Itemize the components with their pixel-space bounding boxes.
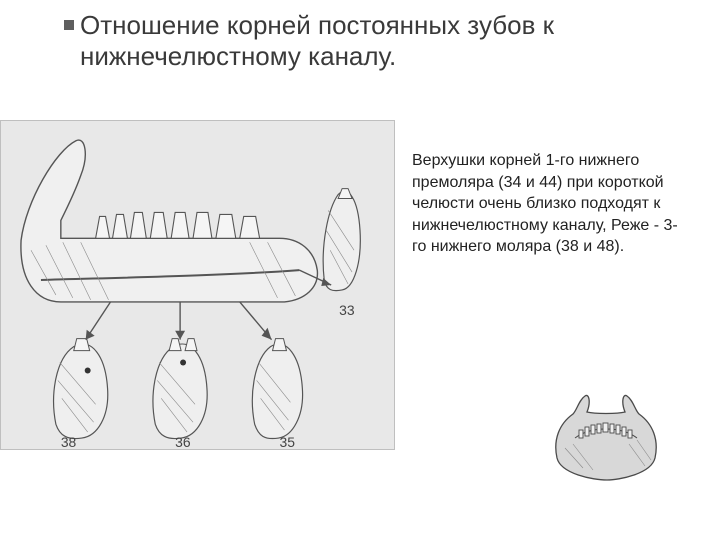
- title-block: Отношение корней постоянных зубов к нижн…: [80, 10, 650, 72]
- section-label-38: 38: [61, 434, 77, 449]
- body-text: Верхушки корней 1-го нижнего премоляра (…: [412, 150, 692, 258]
- mandible-thumbnail: [545, 390, 665, 485]
- section-label-35: 35: [280, 434, 296, 449]
- title-bullet-marker: [64, 20, 74, 30]
- mandible-diagram-svg: 33 38: [1, 121, 394, 449]
- mandible-thumbnail-svg: [545, 390, 665, 485]
- slide-title: Отношение корней постоянных зубов к нижн…: [80, 10, 650, 72]
- section-label-36: 36: [175, 434, 191, 449]
- section-label-33: 33: [339, 302, 355, 318]
- mandible-diagram: 33 38: [0, 120, 395, 450]
- slide: Отношение корней постоянных зубов к нижн…: [0, 0, 720, 540]
